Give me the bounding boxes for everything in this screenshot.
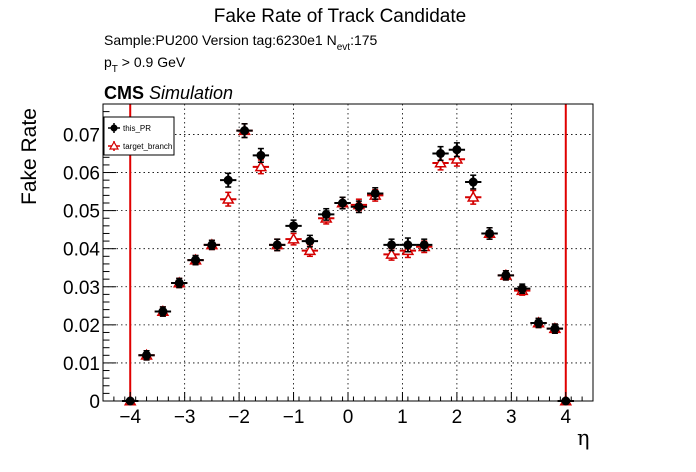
data-point xyxy=(289,221,299,231)
x-tick-label: −3 xyxy=(174,407,196,428)
grid xyxy=(103,104,593,401)
data-point xyxy=(287,232,300,244)
y-tick-label: 0.07 xyxy=(63,125,100,146)
data-point xyxy=(174,278,184,288)
cms-simulation: Simulation xyxy=(149,83,234,103)
legend: this_PR target_branch xyxy=(103,116,175,156)
cms-label: CMS Simulation xyxy=(104,83,233,104)
data-point xyxy=(419,240,429,250)
data-point xyxy=(434,156,447,168)
legend-marker xyxy=(108,140,120,150)
y-tick-label: 0.04 xyxy=(63,240,100,261)
x-axis-label: η xyxy=(577,426,590,450)
data-point xyxy=(223,175,233,185)
data-point xyxy=(468,177,478,187)
x-tick-label: −1 xyxy=(283,407,305,428)
series-this_PR xyxy=(122,123,574,406)
data-point xyxy=(305,236,315,246)
data-point xyxy=(450,152,464,164)
data-point xyxy=(142,350,152,360)
x-tick-label: −4 xyxy=(119,407,141,428)
y-tick-label: 0.02 xyxy=(63,316,100,337)
data-point xyxy=(370,188,380,198)
data-point xyxy=(385,247,398,259)
y-tick-label: 0 xyxy=(89,392,100,413)
data-point xyxy=(403,240,413,250)
legend-box xyxy=(103,116,175,156)
data-point xyxy=(436,149,446,158)
data-point xyxy=(240,126,250,136)
pt-cut-main: p xyxy=(104,54,112,70)
legend-label: target_branch xyxy=(123,142,172,151)
y-tick-label: 0.01 xyxy=(63,354,100,375)
pt-cut-suffix: > 0.9 GeV xyxy=(117,54,186,70)
series-layer xyxy=(122,123,574,406)
data-point xyxy=(221,192,235,204)
data-point xyxy=(254,160,268,172)
data-point xyxy=(387,240,397,250)
y-tick-label: 0.06 xyxy=(63,164,100,185)
data-point xyxy=(517,284,527,294)
x-tick-label: 1 xyxy=(397,407,408,428)
sample-info: Sample:PU200 Version tag:6230e1 Nevt:175 xyxy=(104,32,378,53)
cms-bold: CMS xyxy=(104,83,144,103)
data-point xyxy=(303,244,317,256)
data-point xyxy=(207,240,217,250)
data-point xyxy=(338,198,348,208)
x-tick-label: 3 xyxy=(506,407,517,428)
x-tick-label: 2 xyxy=(452,407,463,428)
data-point xyxy=(354,202,364,212)
data-point xyxy=(485,228,495,238)
data-point xyxy=(321,209,331,219)
sample-info-suffix: :175 xyxy=(350,32,378,48)
pt-cut-subscript: T xyxy=(111,64,118,75)
data-point xyxy=(272,240,282,250)
data-point xyxy=(501,270,511,280)
pt-cut-label: pT > 0.9 GeV xyxy=(104,54,186,75)
legend-label: this_PR xyxy=(123,124,151,133)
data-point xyxy=(256,150,266,160)
data-point xyxy=(466,190,480,202)
x-tick-label: 0 xyxy=(343,407,354,428)
x-tick-label: −2 xyxy=(228,407,250,428)
y-tick-label: 0.03 xyxy=(63,278,100,299)
y-tick-label: 0.05 xyxy=(63,202,100,223)
data-point xyxy=(191,255,201,265)
sample-info-prefix: Sample:PU200 Version tag:6230e1 N xyxy=(104,32,337,48)
data-point xyxy=(534,318,544,328)
data-point xyxy=(550,324,560,334)
data-point xyxy=(158,307,168,317)
x-tick-label: 4 xyxy=(560,407,571,428)
legend-marker xyxy=(110,124,118,132)
sample-info-subscript: evt xyxy=(336,42,351,53)
chart-title: Fake Rate of Track Candidate xyxy=(213,6,467,27)
data-point xyxy=(452,145,462,155)
